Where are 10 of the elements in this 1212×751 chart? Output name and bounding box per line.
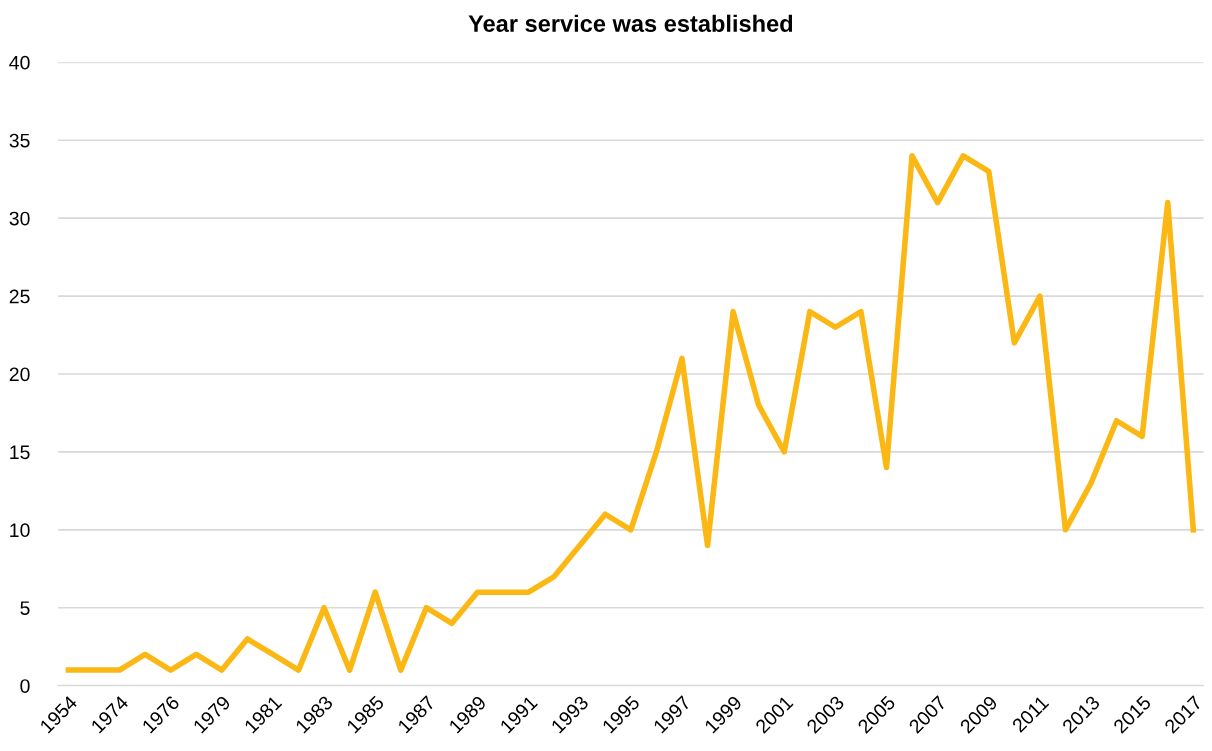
y-tick-label: 35 (9, 133, 30, 148)
y-tick-label: 15 (10, 445, 30, 460)
y-tick-label: 0 (20, 679, 30, 693)
chart-title: Year service was established (468, 14, 793, 33)
y-tick-label: 25 (9, 289, 30, 304)
y-tick-label: 5 (20, 601, 30, 615)
y-tick-label: 30 (9, 211, 30, 226)
y-tick-label: 10 (10, 523, 30, 538)
y-tick-label: 20 (9, 367, 30, 382)
y-tick-label: 40 (9, 55, 30, 70)
